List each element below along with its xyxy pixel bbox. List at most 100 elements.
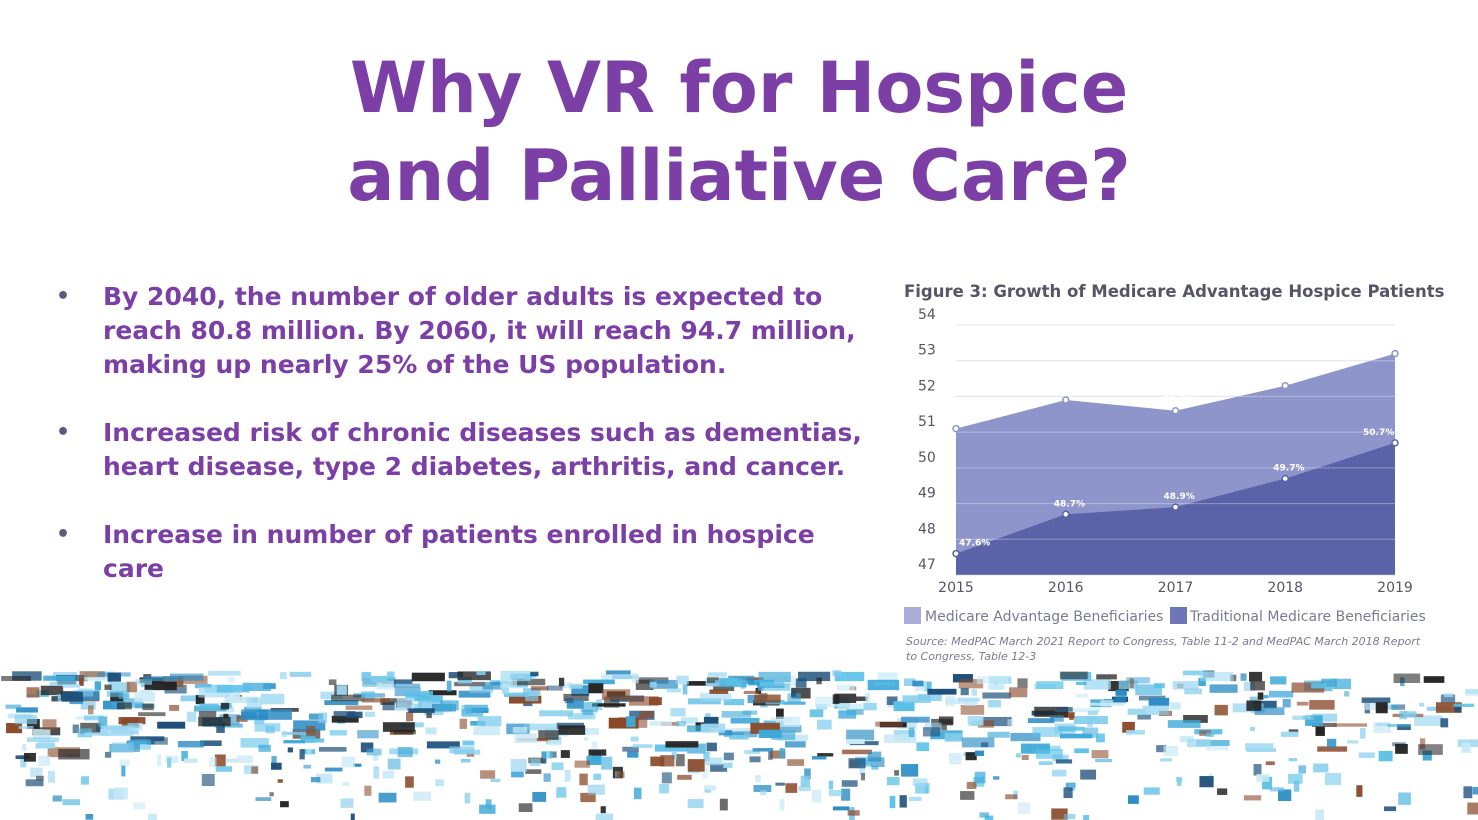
data-point xyxy=(1281,381,1289,390)
mosaic-tile xyxy=(676,675,689,685)
mosaic-tile xyxy=(1268,690,1294,698)
mosaic-tile xyxy=(677,774,692,780)
mosaic-tile xyxy=(1414,715,1443,726)
mosaic-tile xyxy=(271,762,282,770)
mosaic-tile xyxy=(1315,809,1325,820)
mosaic-tile xyxy=(280,801,289,808)
mosaic-tile xyxy=(815,696,850,708)
mosaic-tile xyxy=(1280,731,1299,737)
mosaic-tile xyxy=(1032,727,1063,737)
data-label: 51.1% xyxy=(959,414,990,424)
x-tick-label: 2019 xyxy=(1377,580,1413,596)
mosaic-tile xyxy=(1254,707,1285,716)
mosaic-tile xyxy=(908,727,915,738)
mosaic-tile xyxy=(1472,787,1478,795)
mosaic-tile xyxy=(600,806,606,814)
mosaic-tile xyxy=(1034,706,1069,717)
data-points: 51.1% 51.9% 51.6% 52.3% 53.2% 47.6% 48.7% 48.9%… xyxy=(952,339,1399,558)
mosaic-tile xyxy=(750,722,780,734)
mosaic-tile xyxy=(107,672,121,682)
mosaic-tile xyxy=(200,740,222,746)
mosaic-tile xyxy=(1122,721,1135,733)
mosaic-tile xyxy=(78,688,94,697)
mosaic-tile xyxy=(1096,733,1105,743)
mosaic-tile xyxy=(1288,773,1303,784)
mosaic-tile xyxy=(461,705,472,715)
mosaic-tile xyxy=(1059,733,1093,739)
mosaic-tile xyxy=(1440,718,1449,728)
mosaic-tile xyxy=(924,722,942,730)
mosaic-tile xyxy=(1288,758,1298,762)
mosaic-tile xyxy=(214,754,226,767)
chart-legend: Medicare Advantage Beneficiaries Traditi… xyxy=(904,607,1426,625)
mosaic-tile xyxy=(755,775,761,783)
mosaic-tile xyxy=(635,679,654,690)
mosaic-tile xyxy=(1270,676,1287,685)
mosaic-tile xyxy=(538,730,559,741)
mosaic-tile xyxy=(588,749,607,756)
mosaic-tile xyxy=(723,730,758,737)
mosaic-tile xyxy=(277,779,283,783)
mosaic-tile xyxy=(1170,702,1181,710)
mosaic-tile xyxy=(1313,763,1329,773)
mosaic-tile xyxy=(1199,776,1214,788)
mosaic-tile xyxy=(258,744,271,752)
mosaic-tile xyxy=(649,721,672,726)
mosaic-tile xyxy=(867,751,882,762)
mosaic-tile xyxy=(397,746,413,758)
mosaic-tile xyxy=(426,695,443,706)
bullet-dot: • xyxy=(56,284,71,309)
mosaic-tile xyxy=(649,681,657,688)
mosaic-tile xyxy=(1248,671,1263,682)
mosaic-tile xyxy=(601,756,613,770)
mosaic-tile xyxy=(686,681,720,686)
mosaic-tile xyxy=(958,679,984,689)
mosaic-tile xyxy=(6,723,23,734)
mosaic-tile xyxy=(886,777,900,786)
mosaic-tile xyxy=(1358,752,1375,758)
mosaic-tile xyxy=(725,728,758,732)
data-label: 48.9% xyxy=(1164,492,1195,502)
mosaic-tile xyxy=(804,768,811,780)
mosaic-tile xyxy=(1083,815,1090,820)
mosaic-tile xyxy=(308,713,324,720)
mosaic-tile xyxy=(1311,682,1327,689)
mosaic-tile xyxy=(382,679,413,684)
mosaic-tile xyxy=(758,671,791,683)
mosaic-tile xyxy=(328,679,337,686)
mosaic-tile xyxy=(859,765,866,775)
x-tick-label: 2016 xyxy=(1048,580,1084,596)
mosaic-tile xyxy=(556,787,567,798)
mosaic-tile xyxy=(966,781,977,789)
mosaic-tile xyxy=(812,789,822,803)
mosaic-tile xyxy=(116,702,132,710)
mosaic-tile xyxy=(293,720,326,731)
mosaic-tile xyxy=(957,697,980,702)
mosaic-tile xyxy=(627,751,639,758)
mosaic-tile xyxy=(512,727,528,733)
mosaic-tile xyxy=(666,688,681,693)
mosaic-tile xyxy=(260,693,285,705)
mosaic-tile xyxy=(1199,671,1234,682)
mosaic-tile xyxy=(982,716,1012,727)
mosaic-tile xyxy=(167,757,172,768)
chart-title: Figure 3: Growth of Medicare Advantage H… xyxy=(904,282,1445,301)
mosaic-tile xyxy=(1305,715,1323,726)
mosaic-tile xyxy=(508,695,542,704)
series-areas xyxy=(956,324,1395,576)
mosaic-tile xyxy=(897,717,917,729)
mosaic-tile xyxy=(587,784,605,795)
mosaic-tile xyxy=(699,692,732,702)
mosaic-tile xyxy=(1198,678,1206,686)
mosaic-tile xyxy=(126,681,138,693)
chart-source-line-1: Source: MedPAC March 2021 Report to Cong… xyxy=(906,635,1421,648)
mosaic-tile xyxy=(1005,794,1018,800)
mosaic-tile xyxy=(560,750,570,758)
mosaic-tile xyxy=(893,701,915,712)
mosaic-tile xyxy=(700,723,726,733)
mosaic-tile xyxy=(1252,700,1277,709)
mosaic-tile xyxy=(195,695,205,705)
mosaic-tile xyxy=(730,717,760,724)
mosaic-tile xyxy=(603,696,620,708)
mosaic-tile xyxy=(1059,671,1088,680)
